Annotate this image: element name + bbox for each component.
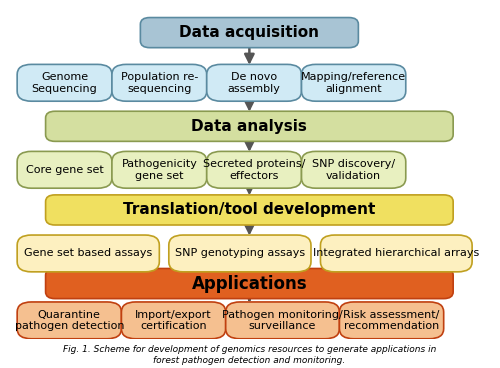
Text: Gene set based assays: Gene set based assays [24,248,152,258]
Text: Import/export
certification: Import/export certification [135,309,212,331]
Text: Pathogen monitoring/
surveillance: Pathogen monitoring/ surveillance [222,309,343,331]
FancyBboxPatch shape [169,235,311,272]
Text: Data acquisition: Data acquisition [180,25,320,40]
FancyBboxPatch shape [46,269,453,298]
Text: Data analysis: Data analysis [192,119,308,134]
FancyBboxPatch shape [320,235,472,272]
FancyBboxPatch shape [302,64,406,101]
Text: Integrated hierarchical arrays: Integrated hierarchical arrays [313,248,480,258]
Text: SNP genotyping assays: SNP genotyping assays [175,248,305,258]
FancyBboxPatch shape [140,18,358,48]
Text: Pathogenicity
gene set: Pathogenicity gene set [122,159,198,181]
Text: Fig. 1. Scheme for development of genomics resources to generate applications in: Fig. 1. Scheme for development of genomi… [62,346,436,365]
FancyBboxPatch shape [17,302,122,339]
Text: Applications: Applications [192,275,307,293]
Text: Secreted proteins/
effectors: Secreted proteins/ effectors [203,159,306,181]
Text: Genome
Sequencing: Genome Sequencing [32,72,98,93]
FancyBboxPatch shape [226,302,340,339]
Text: Translation/tool development: Translation/tool development [123,202,376,217]
FancyBboxPatch shape [206,64,302,101]
FancyBboxPatch shape [112,151,206,188]
Text: Core gene set: Core gene set [26,165,104,175]
Text: De novo
assembly: De novo assembly [228,72,280,93]
FancyBboxPatch shape [17,151,112,188]
Text: Population re-
sequencing: Population re- sequencing [120,72,198,93]
FancyBboxPatch shape [17,64,112,101]
FancyBboxPatch shape [17,235,160,272]
Text: Mapping/reference
alignment: Mapping/reference alignment [301,72,406,93]
Text: Quarantine
pathogen detection: Quarantine pathogen detection [14,309,124,331]
FancyBboxPatch shape [46,111,453,141]
FancyBboxPatch shape [112,64,206,101]
Text: Risk assessment/
recommendation: Risk assessment/ recommendation [344,309,440,331]
FancyBboxPatch shape [122,302,226,339]
FancyBboxPatch shape [302,151,406,188]
FancyBboxPatch shape [340,302,444,339]
Text: SNP discovery/
validation: SNP discovery/ validation [312,159,395,181]
FancyBboxPatch shape [46,195,453,225]
FancyBboxPatch shape [206,151,302,188]
